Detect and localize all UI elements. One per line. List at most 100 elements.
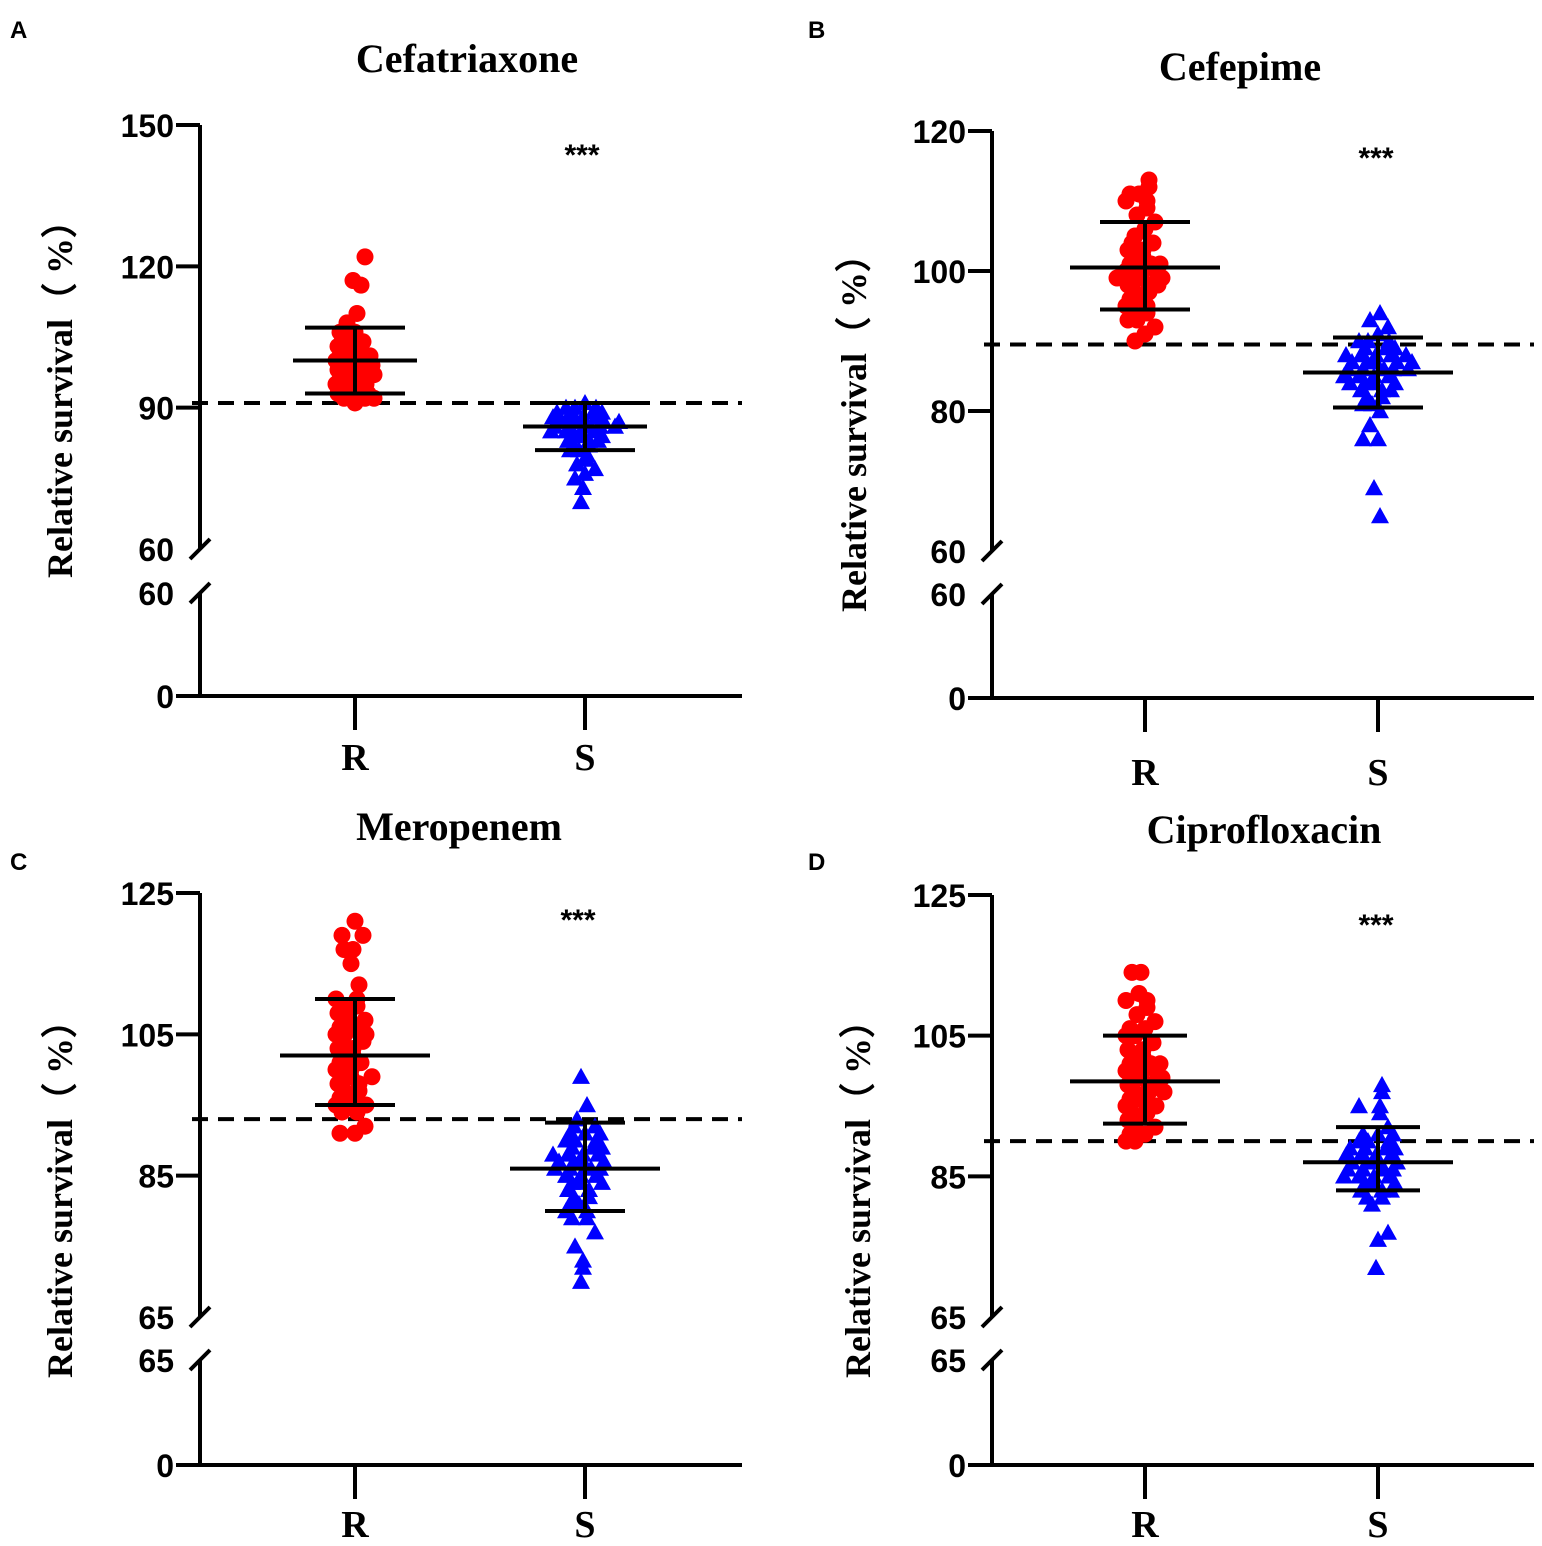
panel-c-x-tick-label: R bbox=[341, 1504, 369, 1546]
panel-c-point-s bbox=[566, 1237, 584, 1254]
panel-c-point-s bbox=[572, 1272, 590, 1289]
panel-d-point-s bbox=[1373, 1188, 1391, 1205]
panel-a-y-tick-label: 150 bbox=[121, 108, 174, 144]
panel-d-x-tick-label: R bbox=[1131, 1504, 1159, 1546]
panel-c-point-r bbox=[354, 926, 372, 944]
panel-c-title: Meropenem bbox=[356, 804, 562, 849]
panel-b-point-s bbox=[1361, 311, 1379, 328]
panel-c-point-r bbox=[333, 1103, 351, 1121]
panel-b-letter: B bbox=[808, 17, 825, 44]
panel-d-point-s bbox=[1335, 1167, 1353, 1184]
panel-a: A Cefatriaxone Relative survival（ %） 60 90 12… bbox=[10, 17, 742, 779]
panel-d-significance-label: *** bbox=[1358, 909, 1393, 942]
panel-c-y-tick-label: 125 bbox=[121, 876, 174, 912]
panel-d: D Ciprofloxacin Relative survival（ %） 65 85 1… bbox=[808, 807, 1534, 1546]
panel-a-y-tick-label: 60 bbox=[138, 532, 174, 568]
panel-b-point-s bbox=[1354, 430, 1372, 447]
panel-c-point-s bbox=[593, 1173, 611, 1190]
panel-b-title: Cefepime bbox=[1159, 44, 1321, 89]
panel-b-point-r bbox=[1128, 206, 1146, 224]
panel-c-point-s bbox=[572, 1067, 590, 1084]
panel-b-y-tick-label: 60 bbox=[930, 534, 966, 570]
panel-b-point-s bbox=[1371, 304, 1389, 321]
panel-c-point-s bbox=[578, 1209, 596, 1226]
panel-b-point-s bbox=[1361, 416, 1379, 433]
panel-d-x-tick-label: S bbox=[1367, 1504, 1388, 1546]
panel-b-x-tick-label: S bbox=[1367, 752, 1388, 794]
panel-b-point-r bbox=[1126, 332, 1144, 350]
panel-c-point-r bbox=[363, 1068, 381, 1086]
panel-d-letter: D bbox=[808, 849, 825, 876]
panel-c-point-r bbox=[342, 955, 360, 973]
panel-c-point-s bbox=[578, 1096, 596, 1113]
panel-d-y-tick-label: 65 bbox=[930, 1343, 966, 1379]
panel-c-y-tick-label: 0 bbox=[156, 1448, 174, 1484]
panel-c-point-s bbox=[563, 1209, 581, 1226]
panel-c-significance-label: *** bbox=[560, 904, 595, 937]
panel-b-y-tick-label: 60 bbox=[930, 577, 966, 613]
panel-a-point-r bbox=[356, 248, 374, 266]
panel-c-point-r bbox=[348, 1103, 366, 1121]
panel-d-point-s bbox=[1379, 1223, 1397, 1240]
panel-a-y-tick-label: 90 bbox=[138, 391, 174, 427]
panel-c-letter: C bbox=[10, 849, 27, 876]
panel-d-y-tick-label: 105 bbox=[913, 1019, 966, 1055]
panel-a-title: Cefatriaxone bbox=[356, 36, 578, 81]
panel-b-point-s bbox=[1369, 430, 1387, 447]
panel-d-title: Ciprofloxacin bbox=[1147, 807, 1382, 852]
panel-d-point-s bbox=[1350, 1097, 1368, 1114]
panel-c-point-s bbox=[574, 1258, 592, 1275]
panel-b-significance-label: *** bbox=[1358, 142, 1393, 175]
panel-b-point-s bbox=[1341, 374, 1359, 391]
panel-b-point-s bbox=[1371, 507, 1389, 524]
panel-a-y-axis-label: Relative survival（ %） bbox=[40, 202, 80, 578]
panel-d-y-tick-label: 125 bbox=[913, 878, 966, 914]
panel-c-y-tick-label: 105 bbox=[121, 1017, 174, 1053]
panel-c-point-r bbox=[350, 976, 368, 994]
panel-a-point-s bbox=[586, 459, 604, 477]
panel-a-point-s bbox=[542, 422, 560, 439]
panel-a-axis-break-upper bbox=[188, 537, 212, 561]
panel-d-axis-break-lower bbox=[980, 1348, 1004, 1372]
panel-a-point-s bbox=[566, 469, 584, 486]
panel-b-x-tick-label: R bbox=[1131, 752, 1159, 794]
panel-a-point-s bbox=[568, 455, 586, 472]
panel-c-point-r bbox=[331, 1124, 349, 1142]
panel-a-point-s bbox=[578, 450, 596, 467]
panel-d-point-r bbox=[1128, 1006, 1146, 1024]
panel-b-y-tick-label: 0 bbox=[948, 681, 966, 717]
panel-a-point-s bbox=[589, 431, 607, 448]
panel-a-point-s bbox=[572, 492, 590, 510]
panel-d-point-s bbox=[1371, 1104, 1389, 1121]
panel-d-point-r bbox=[1123, 963, 1141, 981]
panel-a-y-tick-label: 120 bbox=[121, 249, 174, 285]
panel-c-x-tick-label: S bbox=[574, 1504, 595, 1546]
panel-c-point-r bbox=[333, 926, 351, 944]
panel-c-y-tick-label: 85 bbox=[138, 1159, 174, 1195]
panel-b-point-s bbox=[1382, 381, 1400, 398]
panel-b: B Cefepime Relative survival（ %） 60 80 100 120… bbox=[808, 17, 1534, 794]
panel-b-point-s bbox=[1365, 479, 1383, 496]
panel-b-point-r bbox=[1117, 192, 1135, 210]
panel-b-point-s bbox=[1371, 402, 1389, 419]
panel-c-axis-break-lower bbox=[188, 1348, 212, 1372]
panel-b-axis-break-upper bbox=[980, 539, 1004, 563]
panel-b-y-tick-label: 120 bbox=[913, 114, 966, 150]
panel-c-y-tick-label: 65 bbox=[138, 1343, 174, 1379]
panel-c: C Meropenem Relative survival（ %） 65 85 105 12… bbox=[10, 804, 742, 1546]
panel-a-letter: A bbox=[10, 17, 27, 44]
panel-a-point-r bbox=[346, 394, 364, 412]
panel-d-y-tick-label: 0 bbox=[948, 1448, 966, 1484]
panel-c-point-r bbox=[346, 912, 364, 930]
panel-a-x-tick-label: S bbox=[574, 737, 595, 779]
panel-d-point-s bbox=[1363, 1195, 1381, 1212]
panel-a-point-r bbox=[352, 276, 370, 294]
panel-d-point-s bbox=[1367, 1258, 1385, 1275]
panel-c-y-axis-label: Relative survival（ %） bbox=[40, 1002, 80, 1378]
panel-b-y-tick-label: 80 bbox=[930, 394, 966, 430]
panel-d-point-s bbox=[1373, 1082, 1391, 1100]
panel-a-x-tick-label: R bbox=[341, 737, 369, 779]
panel-d-y-tick-label: 65 bbox=[930, 1300, 966, 1336]
panel-a-point-s bbox=[574, 478, 592, 495]
